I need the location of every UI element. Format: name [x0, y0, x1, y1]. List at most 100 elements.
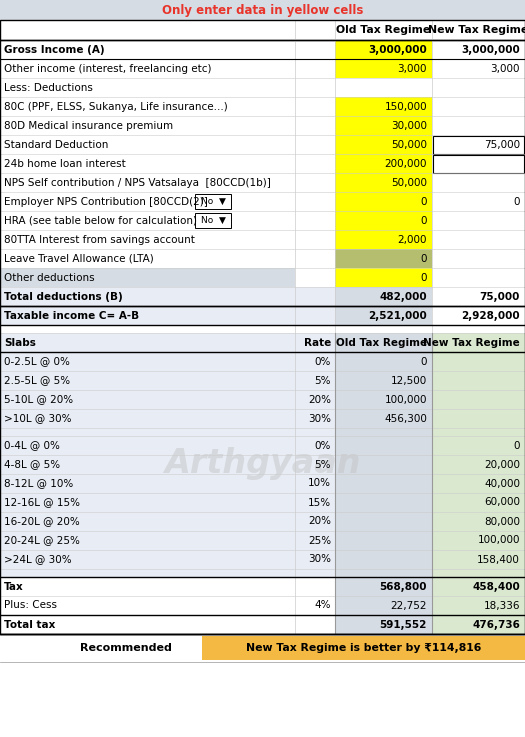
- Text: 458,400: 458,400: [472, 581, 520, 592]
- Text: 60,000: 60,000: [484, 497, 520, 508]
- Bar: [0, 436, 525, 455]
- Text: Arthgyaan: Arthgyaan: [164, 447, 361, 480]
- Bar: [0, 577, 525, 596]
- Text: 0: 0: [421, 215, 427, 226]
- Bar: [335, 306, 432, 325]
- Text: 100,000: 100,000: [478, 536, 520, 545]
- Text: 0: 0: [513, 197, 520, 206]
- Text: 20-24L @ 25%: 20-24L @ 25%: [4, 536, 80, 545]
- Text: 10%: 10%: [308, 478, 331, 489]
- Text: 150,000: 150,000: [384, 102, 427, 111]
- Text: 3,000,000: 3,000,000: [368, 44, 427, 55]
- Text: 12,500: 12,500: [391, 375, 427, 385]
- Bar: [433, 136, 524, 154]
- Text: 30%: 30%: [308, 554, 331, 565]
- Bar: [202, 636, 525, 660]
- Text: Old Tax Regime: Old Tax Regime: [336, 338, 427, 348]
- Text: 12-16L @ 15%: 12-16L @ 15%: [4, 497, 80, 508]
- Text: Other deductions: Other deductions: [4, 273, 94, 282]
- Text: 456,300: 456,300: [384, 413, 427, 424]
- Bar: [0, 550, 525, 569]
- Text: 0-4L @ 0%: 0-4L @ 0%: [4, 441, 60, 450]
- Bar: [0, 20, 525, 634]
- Text: Gross Income (A): Gross Income (A): [4, 44, 104, 55]
- Text: Total deductions (B): Total deductions (B): [4, 292, 123, 301]
- Bar: [0, 268, 525, 287]
- Text: 24b home loan interest: 24b home loan interest: [4, 158, 126, 169]
- Text: Tax: Tax: [4, 581, 24, 592]
- Text: >24L @ 30%: >24L @ 30%: [4, 554, 71, 565]
- Text: 158,400: 158,400: [477, 554, 520, 565]
- Text: 5%: 5%: [314, 375, 331, 385]
- Text: 25%: 25%: [308, 536, 331, 545]
- Bar: [0, 615, 525, 634]
- Text: 2,521,000: 2,521,000: [368, 310, 427, 321]
- Text: 22,752: 22,752: [391, 601, 427, 610]
- Text: 2,000: 2,000: [397, 234, 427, 245]
- Text: HRA (see table below for calculation): HRA (see table below for calculation): [4, 215, 197, 226]
- Text: Plus: Cess: Plus: Cess: [4, 601, 57, 610]
- Text: Other income (interest, freelancing etc): Other income (interest, freelancing etc): [4, 63, 212, 74]
- Text: NPS Self contribution / NPS Vatsalaya  [80CCD(1b)]: NPS Self contribution / NPS Vatsalaya [8…: [4, 178, 271, 187]
- Bar: [0, 569, 525, 577]
- Text: 75,000: 75,000: [484, 139, 520, 150]
- Text: Standard Deduction: Standard Deduction: [4, 139, 108, 150]
- Text: 20%: 20%: [308, 517, 331, 526]
- Bar: [335, 192, 432, 211]
- Text: 75,000: 75,000: [480, 292, 520, 301]
- Bar: [335, 249, 432, 268]
- Bar: [0, 493, 525, 512]
- Bar: [433, 155, 524, 173]
- Bar: [0, 116, 525, 135]
- Text: 0: 0: [421, 273, 427, 282]
- Text: 80C (PPF, ELSS, Sukanya, Life insurance...): 80C (PPF, ELSS, Sukanya, Life insurance.…: [4, 102, 228, 111]
- Text: Rate: Rate: [304, 338, 331, 348]
- Text: Total tax: Total tax: [4, 620, 55, 629]
- Text: Old Tax Regime: Old Tax Regime: [337, 25, 430, 35]
- Bar: [0, 97, 525, 116]
- Bar: [335, 135, 432, 154]
- Text: 18,336: 18,336: [484, 601, 520, 610]
- Bar: [335, 211, 432, 230]
- Text: 30,000: 30,000: [391, 121, 427, 130]
- Text: 50,000: 50,000: [391, 178, 427, 187]
- Text: 2,928,000: 2,928,000: [461, 310, 520, 321]
- Bar: [335, 59, 432, 78]
- Text: No  ▼: No ▼: [201, 216, 225, 225]
- Bar: [335, 154, 432, 173]
- Bar: [335, 268, 432, 287]
- Bar: [0, 306, 525, 325]
- Text: 0%: 0%: [314, 441, 331, 450]
- Text: 4-8L @ 5%: 4-8L @ 5%: [4, 459, 60, 469]
- Bar: [0, 371, 525, 390]
- Text: 482,000: 482,000: [380, 292, 427, 301]
- Text: 200,000: 200,000: [384, 158, 427, 169]
- Bar: [0, 596, 525, 615]
- Text: 2.5-5L @ 5%: 2.5-5L @ 5%: [4, 375, 70, 385]
- Text: 16-20L @ 20%: 16-20L @ 20%: [4, 517, 80, 526]
- Bar: [0, 325, 525, 333]
- Text: >10L @ 30%: >10L @ 30%: [4, 413, 71, 424]
- Text: Taxable income C= A-B: Taxable income C= A-B: [4, 310, 139, 321]
- Text: New Tax Regime: New Tax Regime: [428, 25, 525, 35]
- Bar: [0, 268, 295, 287]
- Text: 20%: 20%: [308, 394, 331, 405]
- Bar: [0, 287, 335, 306]
- Text: Employer NPS Contribution [80CCD(2)]: Employer NPS Contribution [80CCD(2)]: [4, 197, 208, 206]
- Bar: [0, 474, 525, 493]
- Text: Less: Deductions: Less: Deductions: [4, 83, 93, 93]
- Text: 4%: 4%: [314, 601, 331, 610]
- Bar: [0, 173, 525, 192]
- Text: Recommended: Recommended: [80, 643, 172, 653]
- Bar: [0, 154, 525, 173]
- Bar: [335, 116, 432, 135]
- Bar: [0, 428, 525, 436]
- Bar: [0, 20, 525, 40]
- Bar: [0, 211, 525, 230]
- Text: 0: 0: [421, 197, 427, 206]
- Bar: [0, 634, 525, 662]
- Text: Only enter data in yellow cells: Only enter data in yellow cells: [162, 4, 363, 16]
- Text: 40,000: 40,000: [484, 478, 520, 489]
- Bar: [335, 40, 432, 59]
- Text: 0%: 0%: [314, 357, 331, 366]
